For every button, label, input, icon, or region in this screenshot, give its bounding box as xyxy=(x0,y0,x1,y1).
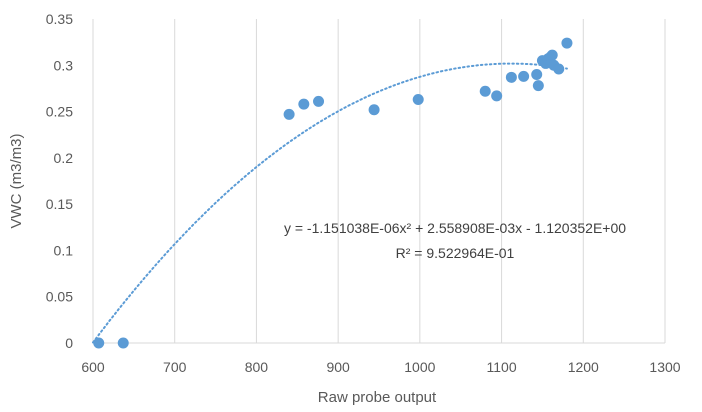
axes xyxy=(92,19,665,344)
y-tick-label: 0 xyxy=(65,335,73,351)
y-tick-label: 0.05 xyxy=(46,289,73,305)
data-point xyxy=(561,37,573,49)
data-point xyxy=(532,80,544,92)
x-tick-label: 800 xyxy=(245,359,269,375)
x-tick-label: 600 xyxy=(81,359,105,375)
x-tick-label: 1000 xyxy=(404,359,435,375)
y-axis-title: VWC (m3/m3) xyxy=(8,134,25,229)
trendline xyxy=(92,62,568,344)
data-point xyxy=(368,104,380,116)
data-point xyxy=(546,49,558,61)
data-point xyxy=(313,95,325,107)
x-tick-label: 900 xyxy=(326,359,350,375)
x-tick-label: 700 xyxy=(163,359,187,375)
trendline-r-squared: R² = 9.522964E-01 xyxy=(396,245,515,261)
trendline-path xyxy=(92,62,568,344)
y-tick-label: 0.2 xyxy=(54,150,74,166)
data-point xyxy=(518,70,530,82)
data-point xyxy=(283,108,295,120)
y-tick-label: 0.25 xyxy=(46,104,73,120)
x-tick-label: 1200 xyxy=(568,359,599,375)
y-tick-label: 0.3 xyxy=(54,57,74,73)
data-point xyxy=(553,63,565,75)
data-point xyxy=(491,90,503,102)
tick-labels: 600 700 800 900 1000 1100 1200 1300 0 0.05 0.1 0.15… xyxy=(46,11,681,375)
data-point xyxy=(412,94,424,106)
data-point xyxy=(531,69,543,81)
data-point xyxy=(479,85,491,97)
data-point xyxy=(117,337,129,349)
gridlines xyxy=(174,19,666,343)
y-tick-label: 0.35 xyxy=(46,11,73,27)
data-points xyxy=(93,37,573,349)
data-point xyxy=(93,337,105,349)
x-tick-label: 1100 xyxy=(487,359,517,375)
data-point xyxy=(505,71,517,83)
y-tick-label: 0.15 xyxy=(46,196,73,212)
data-point xyxy=(298,98,310,110)
x-axis-title: Raw probe output xyxy=(318,389,437,406)
x-tick-label: 1300 xyxy=(649,359,680,375)
y-tick-label: 0.1 xyxy=(54,242,74,258)
trendline-equation: y = -1.151038E-06x² + 2.558908E-03x - 1.… xyxy=(284,220,626,236)
